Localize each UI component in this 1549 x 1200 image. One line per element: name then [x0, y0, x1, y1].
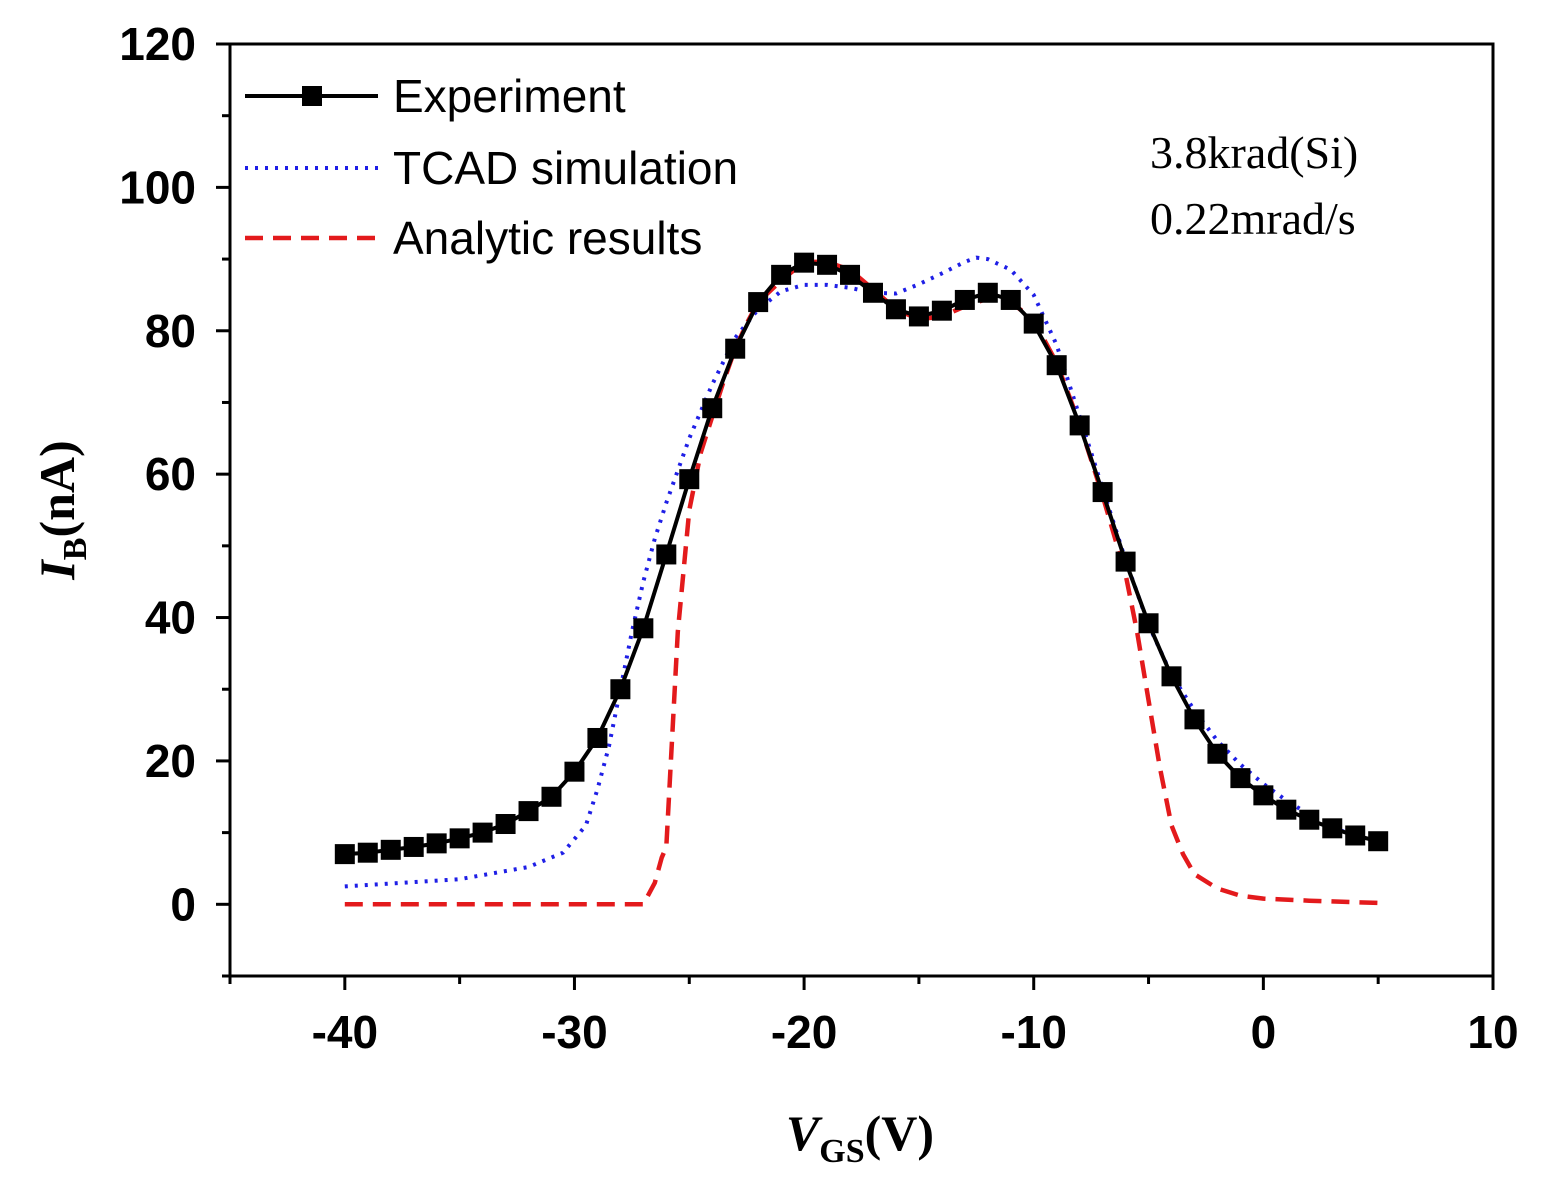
y-axis-title: IB(nA) [29, 440, 94, 580]
data-point [472, 822, 493, 843]
data-point [1345, 825, 1366, 846]
data-point [380, 839, 401, 860]
annotation-1: 0.22mrad/s [1150, 193, 1356, 244]
data-point [954, 289, 975, 310]
x-tick-label: 10 [1467, 1006, 1518, 1058]
data-point [1230, 768, 1251, 789]
y-tick-label: 100 [119, 161, 196, 213]
data-point [1368, 831, 1389, 852]
y-tick-label: 80 [145, 305, 196, 357]
data-point [1046, 355, 1067, 376]
x-axis-title: VGS(V) [786, 1105, 934, 1170]
x-axis-title-unit: (V) [865, 1105, 934, 1161]
data-point [587, 727, 608, 748]
data-point [748, 292, 769, 313]
legend-label-2: Analytic results [393, 212, 702, 264]
legend-label-0: Experiment [393, 70, 626, 122]
x-axis-title-sub: GS [819, 1133, 864, 1170]
data-point [1023, 313, 1044, 334]
data-point [518, 801, 539, 822]
data-point [1000, 289, 1021, 310]
x-tick-label: -20 [771, 1006, 837, 1058]
data-point [1069, 415, 1090, 436]
data-point [1253, 785, 1274, 806]
plot-frame [228, 42, 1495, 978]
data-point [495, 814, 516, 835]
data-point [633, 618, 654, 639]
data-point [679, 469, 700, 490]
data-point [1138, 613, 1159, 634]
y-tick-label: 40 [145, 592, 196, 644]
data-point [656, 544, 677, 565]
data-point [702, 398, 723, 419]
y-tick-label: 60 [145, 448, 196, 500]
series-line-0 [344, 260, 1379, 857]
data-point [908, 306, 929, 327]
data-point [840, 264, 861, 285]
data-point [1092, 482, 1113, 503]
x-tick-label: -40 [312, 1006, 378, 1058]
y-axis: 0 20 40 60 80 100 120 [119, 18, 230, 978]
data-point [610, 679, 631, 700]
data-point [817, 254, 838, 275]
series-line-2 [344, 259, 1379, 907]
annotation-0: 3.8krad(Si) [1150, 127, 1358, 178]
data-point [1207, 743, 1228, 764]
data-point [794, 252, 815, 273]
x-tick-label: 0 [1251, 1006, 1277, 1058]
data-point [334, 844, 355, 865]
data-point [885, 299, 906, 320]
data-point [449, 828, 470, 849]
legend: Experiment TCAD simulation Analytic result… [245, 70, 738, 264]
axis-titles: VGS(V) IB(nA) [29, 440, 934, 1170]
data-point [403, 836, 424, 857]
data-point [1299, 809, 1320, 830]
data-point [1276, 799, 1297, 820]
y-axis-title-sub: B [57, 538, 94, 561]
legend-marker [302, 86, 322, 106]
y-tick-label: 0 [170, 878, 196, 930]
series-layer [334, 252, 1389, 907]
legend-label-1: TCAD simulation [393, 142, 738, 194]
plot-border [228, 42, 1495, 978]
x-axis-title-main: V [786, 1105, 823, 1161]
data-point [931, 300, 952, 321]
data-point [1115, 551, 1136, 572]
y-axis-title-main: I [29, 559, 85, 581]
y-tick-label: 120 [119, 18, 196, 70]
data-point [977, 282, 998, 303]
data-point [862, 282, 883, 303]
data-point [1322, 818, 1343, 839]
y-axis-title-unit: (nA) [29, 440, 85, 537]
x-tick-label: -30 [541, 1006, 607, 1058]
data-point [725, 338, 746, 359]
x-tick-label: -10 [1000, 1006, 1066, 1058]
data-point [541, 786, 562, 807]
x-axis: -40 -30 -20 -10 0 10 [228, 976, 1519, 1058]
data-point [564, 761, 585, 782]
data-point [426, 833, 447, 854]
series-line-1 [344, 255, 1379, 889]
annotations: 3.8krad(Si) 0.22mrad/s [1150, 127, 1358, 244]
data-point [771, 264, 792, 285]
data-point [1161, 666, 1182, 687]
y-tick-label: 20 [145, 735, 196, 787]
data-point [1184, 709, 1205, 730]
data-point [357, 842, 378, 863]
